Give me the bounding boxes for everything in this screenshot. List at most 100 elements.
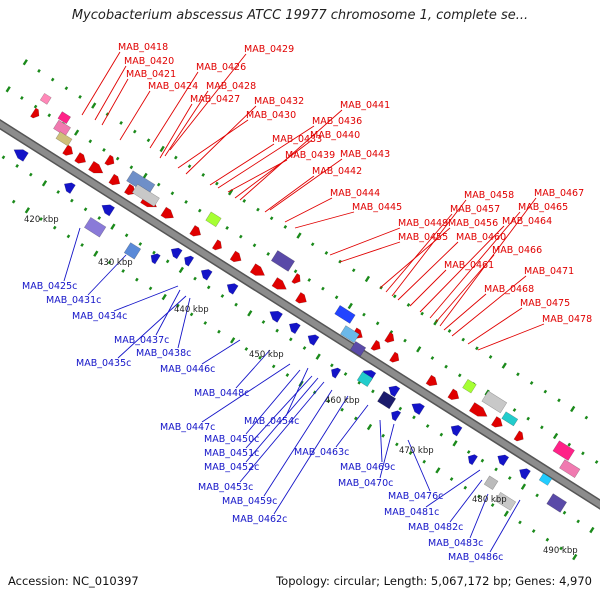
forward-gene-label: MAB_0427 [190, 94, 240, 105]
tick-mark [1, 155, 6, 160]
tick-mark [11, 199, 16, 204]
tick-mark [159, 145, 165, 153]
reverse-gene-label: MAB_0451c [204, 448, 259, 459]
reverse-gene-label: MAB_0446c [160, 364, 215, 375]
gene-shape [377, 390, 397, 410]
gene-shape [490, 416, 503, 428]
reverse-leader-line [285, 367, 309, 417]
forward-gene [88, 160, 104, 174]
forward-gene-label: MAB_0461 [444, 260, 494, 271]
gene-shape [200, 269, 213, 281]
tick-mark [501, 362, 507, 369]
tick-mark [244, 347, 249, 351]
tick-mark [570, 405, 576, 413]
forward-leader-line [264, 175, 315, 213]
reverse-gene [467, 454, 478, 466]
gene-shape [519, 468, 531, 480]
tick-mark [83, 207, 88, 212]
gene-shape [450, 425, 463, 437]
forward-gene-label: MAB_0429 [244, 44, 294, 55]
gene-shape [467, 454, 478, 466]
forward-gene [229, 250, 242, 263]
forward-gene-label: MAB_0441 [340, 100, 390, 111]
tick-mark [488, 355, 493, 359]
gene-box [559, 459, 581, 479]
forward-gene [108, 173, 121, 186]
forward-leader-line [239, 109, 343, 201]
reverse-gene-label: MAB_0452c [204, 462, 259, 473]
tick-mark [15, 164, 19, 168]
tick-mark [324, 251, 329, 255]
reverse-gene-label: MAB_0447c [160, 422, 215, 433]
tick-mark [165, 259, 170, 264]
reverse-gene [331, 367, 342, 379]
tick-mark [70, 198, 74, 203]
gene-box [377, 390, 397, 410]
tick-mark [420, 311, 424, 316]
gene-shape [131, 183, 160, 207]
forward-leader-line [209, 143, 275, 186]
forward-leader-line [397, 241, 459, 301]
tick-mark [39, 217, 43, 221]
tick-mark [507, 476, 512, 480]
tick-mark [29, 172, 33, 177]
tick-mark [146, 138, 151, 143]
tick-mark [503, 510, 509, 517]
gene-shape [53, 119, 71, 137]
gene-box [356, 371, 374, 387]
forward-gene-label: MAB_0456 [448, 218, 498, 229]
tick-mark [334, 295, 339, 300]
tick-mark [256, 207, 260, 212]
tick-mark [444, 364, 448, 369]
reverse-gene-label: MAB_0448c [194, 388, 249, 399]
reverse-leader-line [235, 349, 271, 389]
tick-mark [225, 226, 229, 230]
forward-leader-line [451, 275, 527, 337]
tick-mark [187, 164, 192, 169]
tick-mark [78, 95, 82, 99]
forward-gene-label: MAB_0478 [542, 314, 592, 325]
gene-shape [160, 206, 174, 219]
forward-gene [189, 225, 202, 237]
reverse-gene-label: MAB_0437c [114, 335, 169, 346]
tick-mark [371, 389, 375, 394]
gene-shape [552, 440, 575, 461]
tick-mark [477, 494, 481, 499]
tick-mark [543, 389, 548, 394]
tick-mark [449, 477, 454, 481]
gene-shape [104, 154, 115, 166]
tick-mark [24, 207, 31, 214]
reverse-gene [184, 255, 195, 267]
gene-box [483, 475, 499, 490]
gene-shape [184, 255, 195, 267]
gene-shape [63, 182, 76, 194]
gene-shape [497, 454, 510, 467]
backbone-layer [0, 119, 600, 510]
reverse-leader-line [449, 479, 483, 523]
reverse-leader-line [273, 395, 349, 515]
tick-mark [447, 329, 452, 333]
gene-shape [13, 149, 29, 162]
tick-mark [589, 526, 595, 534]
forward-gene [490, 416, 503, 428]
tick-mark [302, 346, 307, 350]
reverse-gene-label: MAB_0470c [338, 478, 393, 489]
forward-leader-line [94, 65, 127, 121]
reverse-gene [450, 425, 463, 437]
reverse-gene [388, 385, 401, 398]
reverse-gene-label: MAB_0482c [408, 522, 463, 533]
gene-box [349, 340, 367, 357]
tick-mark [148, 286, 153, 291]
gene-shape [74, 152, 86, 164]
forward-leader-line [391, 199, 467, 297]
gene-box [205, 211, 222, 228]
tick-mark [310, 242, 315, 247]
gene-shape [494, 491, 517, 511]
gene-shape [546, 493, 568, 513]
forward-gene [249, 263, 266, 276]
reverse-leader-line [239, 381, 325, 483]
forward-gene-label: MAB_0418 [118, 42, 168, 53]
gene-shape [123, 242, 142, 260]
reverse-gene-label: MAB_0463c [294, 447, 349, 458]
